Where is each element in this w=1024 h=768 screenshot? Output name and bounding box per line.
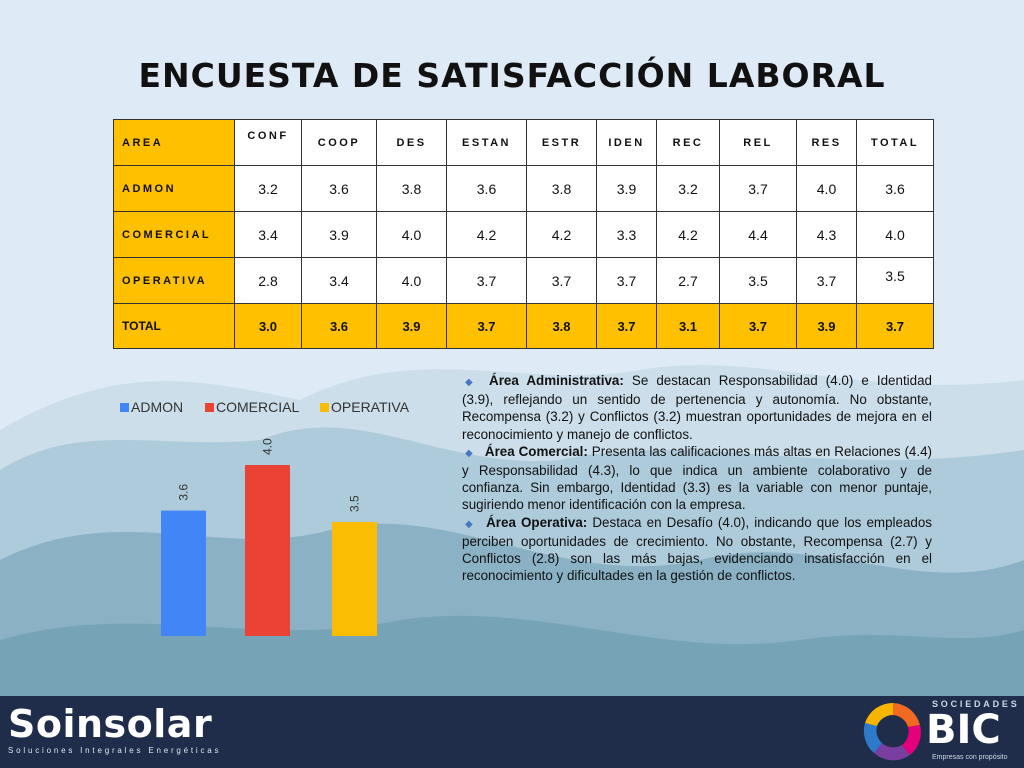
table-cell: 4.0 (376, 257, 447, 304)
table-cell: 3.7 (719, 165, 797, 212)
table-cell: 4.2 (446, 211, 527, 258)
legend-swatch (205, 403, 214, 412)
header-cell: REC (656, 119, 720, 166)
bic-swirl-icon (863, 702, 921, 761)
table-cell: 3.5 (719, 257, 797, 304)
note-text: Presenta las calificaciones más altas en… (462, 443, 932, 513)
header-cell: ESTAN (446, 119, 527, 166)
bic-label: BIC (926, 707, 1001, 753)
table-cell: 3.9 (301, 211, 377, 258)
table-cell: 3.6 (446, 165, 527, 212)
note-comercial: ◆ Área Comercial: Presenta las calificaci… (462, 443, 932, 514)
header-cell: ESTR (526, 119, 597, 166)
table-cell: 3.9 (376, 303, 447, 349)
header-cell: DES (376, 119, 447, 166)
table-cell: 4.3 (796, 211, 857, 258)
legend-swatch (320, 403, 329, 412)
table-cell: 3.7 (526, 257, 597, 304)
table-cell: 3.6 (856, 165, 934, 212)
table-cell: 3.8 (376, 165, 447, 212)
diamond-bullet-icon: ◆ (465, 447, 473, 459)
bar-chart: ADMON COMERCIAL OPERATIVA 3.6 4.0 3.5 (120, 399, 410, 636)
brand-tagline: Soluciones Integrales Energéticas (8, 746, 222, 755)
header-cell: IDEN (596, 119, 657, 166)
bar-comercial (245, 465, 290, 636)
diamond-bullet-icon: ◆ (465, 518, 475, 530)
table-cell: 3.7 (446, 257, 527, 304)
note-lead: Área Comercial: (484, 443, 588, 459)
bic-tagline: Empresas con propósito (932, 754, 1008, 761)
row-label: COMERCIAL (113, 211, 235, 258)
table-cell: 4.2 (526, 211, 597, 258)
table-cell: 3.7 (596, 257, 657, 304)
note-text: Destaca en Desafío (4.0), indicando que … (462, 514, 932, 584)
table-cell: 3.2 (234, 165, 302, 212)
table-cell: 3.5 (856, 257, 934, 304)
soinsolar-logo: Soinsolar Soluciones Integrales Energéti… (8, 704, 221, 755)
table-row: ADMON 3.2 3.6 3.8 3.6 3.8 3.9 3.2 3.7 4.… (113, 165, 934, 212)
table-cell: 2.8 (234, 257, 302, 304)
note-operativa: ◆ Área Operativa: Destaca en Desafío (4.0… (462, 514, 932, 585)
data-label: 4.0 (261, 438, 275, 455)
table-total-row: TOTAL 3.0 3.6 3.9 3.7 3.8 3.7 3.1 3.7 3.… (113, 303, 934, 349)
header-cell: RES (796, 119, 857, 166)
table-row: COMERCIAL 3.4 3.9 4.0 4.2 4.2 3.3 4.2 4.… (113, 211, 934, 258)
table-cell: 3.7 (796, 257, 857, 304)
table-cell: 3.1 (656, 303, 720, 349)
table-cell: 3.8 (526, 165, 597, 212)
sociedades-bic-logo: SOCIEDADES BIC Empresas con propósito (860, 696, 1024, 768)
bar-admon (161, 510, 206, 636)
data-label: 3.6 (177, 484, 191, 501)
note-lead: Área Administrativa: (489, 373, 624, 388)
row-label: ADMON (113, 165, 235, 212)
note-text: Se destacan Responsabilidad (4.0) e Iden… (462, 373, 932, 442)
table-cell: 3.0 (234, 303, 302, 349)
table-cell: 3.8 (526, 303, 597, 349)
header-cell: COOP (301, 119, 377, 166)
analysis-notes: ◆ Área Administrativa: Se destacan Respon… (462, 372, 932, 584)
table-cell: 3.7 (596, 303, 657, 349)
brand-name: Soinsolar (8, 702, 213, 746)
table-cell: 3.4 (234, 211, 302, 258)
table-cell: 3.7 (856, 303, 934, 349)
table-cell: 4.0 (856, 211, 934, 258)
sociedades-label: SOCIEDADES (932, 699, 1020, 709)
table-cell: 4.4 (719, 211, 797, 258)
row-label: OPERATIVA (113, 257, 235, 304)
table-cell: 3.4 (301, 257, 377, 304)
row-label: TOTAL (113, 303, 235, 349)
table-row: OPERATIVA 2.8 3.4 4.0 3.7 3.7 3.7 2.7 3.… (113, 257, 934, 304)
note-admon: ◆ Área Administrativa: Se destacan Respon… (462, 372, 932, 443)
table-cell: 3.9 (796, 303, 857, 349)
legend-swatch (120, 403, 129, 412)
header-cell: REL (719, 119, 797, 166)
legend-label: ADMON (131, 399, 183, 415)
table-cell: 3.3 (596, 211, 657, 258)
table-cell: 4.0 (376, 211, 447, 258)
table-cell: 3.2 (656, 165, 720, 212)
legend-label: OPERATIVA (331, 399, 410, 415)
table-cell: 3.7 (446, 303, 527, 349)
header-cell: AREA (113, 119, 235, 166)
table-cell: 3.9 (596, 165, 657, 212)
page-title: ENCUESTA DE SATISFACCIÓN LABORAL (138, 56, 886, 95)
bar-operativa (332, 522, 377, 636)
data-label: 3.5 (348, 495, 362, 512)
diamond-bullet-icon: ◆ (465, 377, 478, 388)
note-lead: Área Operativa: (486, 514, 588, 530)
table-cell: 4.0 (796, 165, 857, 212)
table-cell: 4.2 (656, 211, 720, 258)
table-cell: 2.7 (656, 257, 720, 304)
table-cell: 3.6 (301, 303, 377, 349)
survey-table: AREA CONF COOP DES ESTAN ESTR IDEN REC R… (113, 119, 934, 349)
table-cell: 3.7 (719, 303, 797, 349)
header-cell: CONF (234, 119, 302, 166)
header-cell: TOTAL (856, 119, 934, 166)
legend-label: COMERCIAL (216, 399, 299, 415)
table-cell: 3.6 (301, 165, 377, 212)
footer-bar: Soinsolar Soluciones Integrales Energéti… (0, 696, 1024, 768)
table-header-row: AREA CONF COOP DES ESTAN ESTR IDEN REC R… (113, 119, 934, 166)
